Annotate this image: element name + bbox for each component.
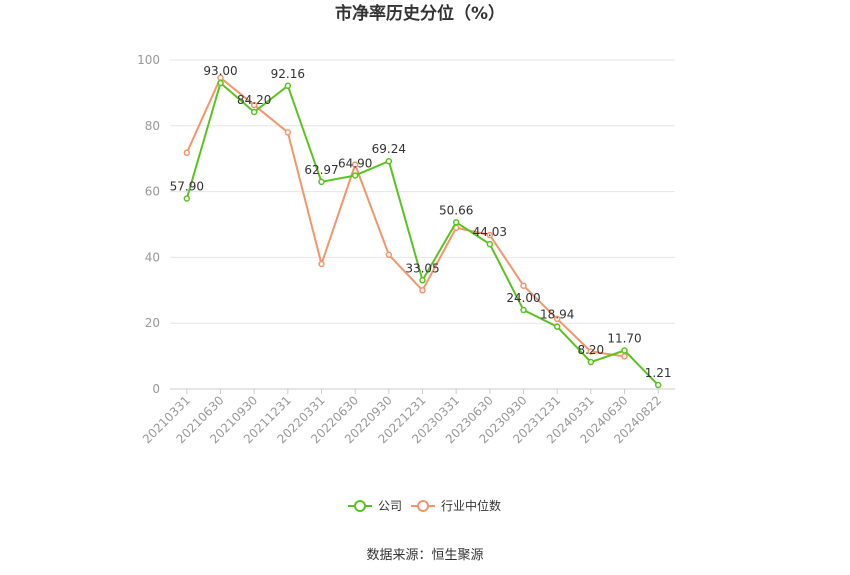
industry-median-point[interactable] <box>284 129 292 136</box>
series-line-industry-median <box>185 76 625 358</box>
company-point[interactable] <box>284 82 292 90</box>
x-axis-ticks: 2021033120210630202109302021123120220331… <box>140 389 664 446</box>
industry-median-point[interactable] <box>621 353 628 360</box>
legend-item-industry-median[interactable]: 行业中位数 <box>411 498 501 513</box>
industry-median-point[interactable] <box>385 251 393 259</box>
y-axis-ticks: 0 20 40 60 80 100 <box>137 53 160 396</box>
data-label: 1.21 <box>645 366 672 380</box>
company-point[interactable] <box>553 323 561 330</box>
legend-company-label: 公司 <box>378 499 402 513</box>
company-point[interactable] <box>419 277 426 284</box>
company-point[interactable] <box>520 306 527 314</box>
company-point[interactable] <box>385 157 393 165</box>
data-label: 84.20 <box>237 93 271 107</box>
y-tick-label: 0 <box>152 382 160 396</box>
legend-item-company[interactable]: 公司 <box>348 499 402 513</box>
industry-median-point[interactable] <box>183 149 191 157</box>
y-tick-label: 80 <box>145 119 160 133</box>
company-point[interactable] <box>587 358 595 366</box>
industry-median-point[interactable] <box>318 260 325 268</box>
company-point[interactable] <box>654 381 662 389</box>
data-label: 69.24 <box>372 142 406 156</box>
data-label: 33.05 <box>405 261 439 275</box>
company-point[interactable] <box>351 172 359 179</box>
data-label: 8.20 <box>577 343 604 357</box>
industry-median-point[interactable] <box>419 287 426 294</box>
data-label: 62.97 <box>304 163 338 177</box>
data-label: 92.16 <box>271 67 305 81</box>
data-label: 11.70 <box>607 332 641 346</box>
industry-median-point[interactable] <box>250 101 258 109</box>
company-point[interactable] <box>217 79 224 87</box>
y-tick-label: 100 <box>137 53 160 67</box>
industry-median-point[interactable] <box>587 348 595 355</box>
industry-median-point[interactable] <box>520 282 527 289</box>
legend-industry-label: 行业中位数 <box>441 498 501 513</box>
data-label: 57.90 <box>170 180 204 194</box>
company-point[interactable] <box>318 178 325 186</box>
legend: 公司 行业中位数 <box>348 498 501 513</box>
series-layer <box>183 74 662 389</box>
data-label: 50.66 <box>439 203 473 217</box>
industry-median-point[interactable] <box>553 315 561 323</box>
legend-company-marker <box>354 500 366 512</box>
data-source-note: 数据来源：恒生聚源 <box>366 548 483 563</box>
data-label: 44.03 <box>473 225 507 239</box>
y-tick-label: 20 <box>145 316 160 330</box>
company-point[interactable] <box>486 240 494 248</box>
chart-title: 市净率历史分位（%） <box>335 3 505 24</box>
industry-median-point[interactable] <box>351 161 359 168</box>
data-label: 93.00 <box>203 64 237 78</box>
company-point[interactable] <box>183 195 191 202</box>
company-point[interactable] <box>621 347 628 354</box>
company-point[interactable] <box>250 108 258 116</box>
industry-median-point[interactable] <box>486 231 494 239</box>
grid-lines <box>170 59 675 324</box>
company-point[interactable] <box>452 219 460 226</box>
legend-industry-marker <box>417 500 429 512</box>
data-label: 24.00 <box>506 291 540 305</box>
data-label: 18.94 <box>540 308 574 322</box>
series-line-company <box>185 82 659 386</box>
y-tick-label: 60 <box>145 185 160 199</box>
data-label: 64.90 <box>338 156 372 170</box>
y-tick-label: 40 <box>145 250 160 264</box>
